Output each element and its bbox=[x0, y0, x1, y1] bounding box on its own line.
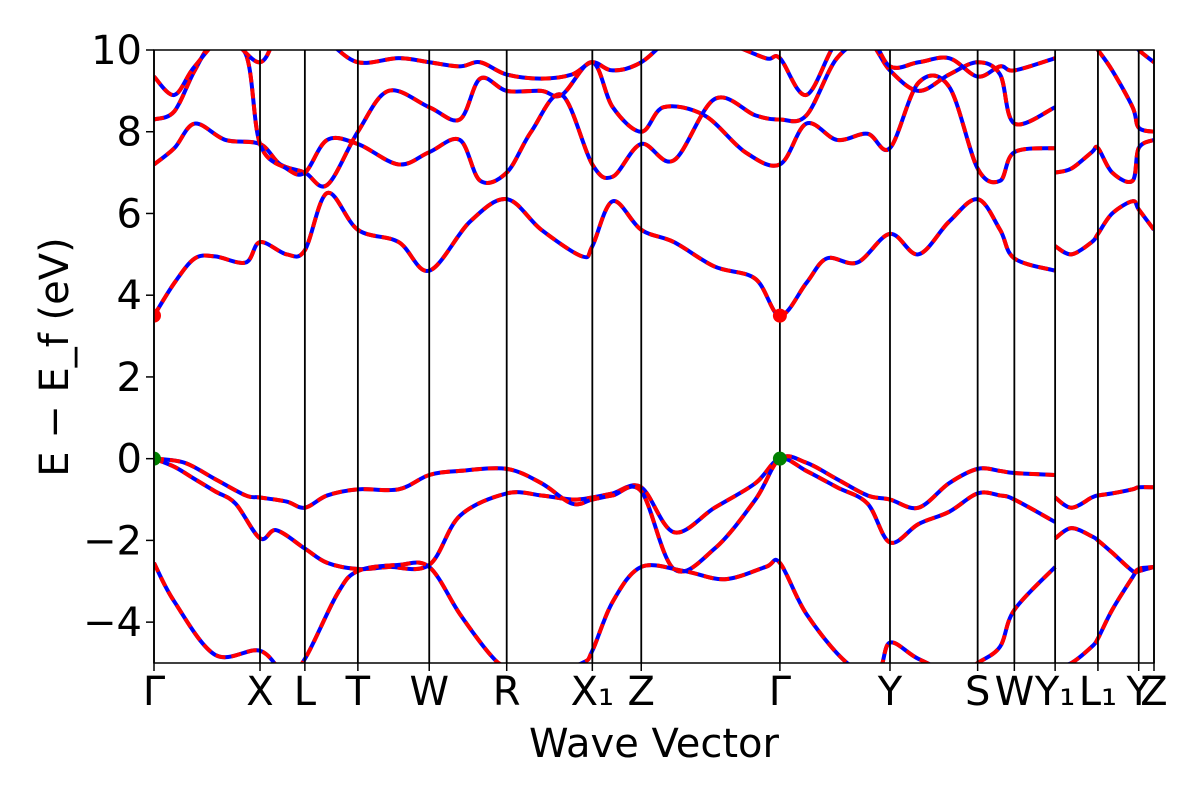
vbm-marker bbox=[154, 451, 161, 466]
y-axis-title: E − E_f (eV) bbox=[32, 237, 78, 476]
band-line-dashed bbox=[154, 191, 1056, 318]
band-line-dashed bbox=[154, 454, 1056, 574]
x-tick-label: Z bbox=[628, 669, 655, 715]
x-tick-label: S bbox=[965, 669, 990, 715]
y-tick-label: 2 bbox=[117, 355, 142, 401]
x-tick-label: X₁ bbox=[571, 669, 614, 715]
y-axis-ticks: −4 −2 0 2 4 6 8 10 bbox=[83, 28, 154, 646]
y-tick-label: 8 bbox=[117, 110, 142, 156]
x-tick-label: Y bbox=[877, 669, 903, 715]
y-tick-label: −2 bbox=[83, 518, 142, 564]
vbm-marker bbox=[772, 451, 787, 466]
x-tick-label: W bbox=[995, 669, 1035, 715]
y-tick-label: 10 bbox=[91, 28, 142, 74]
x-tick-label: Γ bbox=[143, 669, 166, 715]
cbm-marker bbox=[772, 308, 787, 323]
band-line-dashed bbox=[1053, 485, 1154, 510]
x-axis-title: Wave Vector bbox=[529, 721, 780, 767]
x-tick-label: X bbox=[246, 669, 273, 715]
band-line-dashed bbox=[1054, 199, 1154, 257]
y-tick-label: 6 bbox=[117, 191, 142, 237]
y-tick-label: 4 bbox=[117, 273, 142, 319]
y-tick-label: 0 bbox=[117, 437, 142, 483]
extrema-markers bbox=[154, 308, 787, 466]
x-tick-label: Γ bbox=[769, 669, 792, 715]
band-line-dashed bbox=[154, 50, 1057, 185]
x-tick-label: Y bbox=[1125, 669, 1151, 715]
cbm-marker bbox=[154, 308, 161, 323]
x-tick-label: L bbox=[294, 669, 317, 715]
x-tick-label: W bbox=[409, 669, 449, 715]
band-line-dashed bbox=[154, 557, 1057, 663]
x-axis-ticks: Γ X L T W R X₁ Z Γ Y S W Y₁ L₁ YZ bbox=[143, 663, 1168, 715]
x-tick-label: Y₁ bbox=[1034, 669, 1075, 715]
x-tick-label: R bbox=[493, 669, 521, 715]
x-tick-label: Z bbox=[1140, 669, 1167, 715]
x-tick-label: T bbox=[345, 669, 371, 715]
x-tick-label: L₁ bbox=[1079, 669, 1117, 715]
plot-frame bbox=[153, 49, 1155, 664]
y-tick-label: −4 bbox=[83, 600, 142, 646]
